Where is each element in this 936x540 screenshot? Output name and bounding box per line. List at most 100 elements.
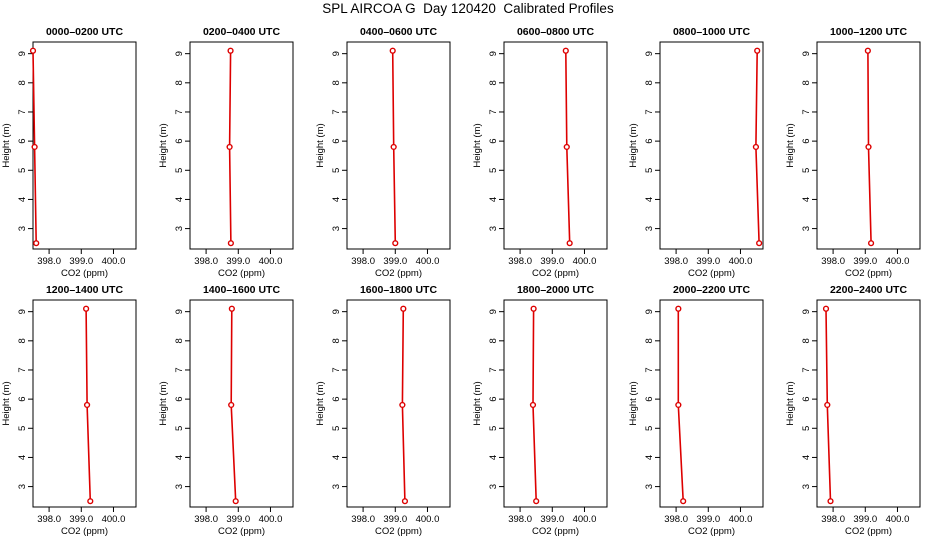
x-tick-label: 400.0	[416, 256, 440, 267]
x-tick-label: 398.0	[351, 256, 375, 267]
y-tick-label: 9	[174, 51, 185, 56]
plot-frame	[32, 299, 137, 508]
plot-frame	[189, 41, 294, 250]
panel-title: 1600–1800 UTC	[360, 284, 437, 296]
y-tick-label: 8	[17, 338, 28, 343]
y-tick-label: 9	[644, 51, 655, 56]
y-tick-label: 3	[644, 484, 655, 489]
y-tick-label: 3	[17, 226, 28, 231]
y-tick-label: 6	[17, 138, 28, 143]
data-point	[228, 305, 235, 312]
x-tick-label: 400.0	[102, 256, 126, 267]
data-point	[675, 305, 682, 312]
y-tick-label: 7	[331, 367, 342, 372]
data-point	[29, 47, 37, 54]
x-tick-label: 398.0	[664, 514, 688, 525]
x-tick-label: 398.0	[37, 514, 61, 525]
y-tick-label: 5	[488, 426, 499, 431]
data-point	[562, 47, 569, 54]
y-tick-label: 3	[488, 226, 499, 231]
data-point	[400, 305, 407, 312]
y-tick-label: 6	[331, 138, 342, 143]
y-tick-label: 5	[17, 168, 28, 173]
x-tick-label: 399.0	[696, 514, 720, 525]
y-tick-label: 4	[174, 455, 185, 460]
y-tick-label: 4	[488, 197, 499, 202]
y-tick-label: 4	[644, 455, 655, 460]
x-tick-label: 400.0	[573, 514, 597, 525]
y-axis-label: Height (m)	[1, 123, 12, 167]
data-point	[566, 240, 573, 247]
y-tick-label: 3	[488, 484, 499, 489]
y-tick-label: 6	[644, 396, 655, 401]
data-point	[227, 47, 234, 54]
y-tick-label: 7	[488, 109, 499, 114]
data-point	[533, 498, 540, 505]
data-point	[675, 401, 682, 409]
y-axis-label: Height (m)	[315, 123, 326, 167]
y-tick-label: 6	[488, 396, 499, 401]
x-axis-label: CO2 (ppm)	[688, 526, 735, 537]
y-tick-label: 7	[174, 109, 185, 114]
panel-title: 1400–1600 UTC	[203, 284, 280, 296]
y-tick-label: 9	[174, 309, 185, 314]
data-point	[31, 143, 38, 151]
y-tick-label: 4	[17, 197, 28, 202]
y-axis-label: Height (m)	[1, 381, 12, 425]
y-tick-label: 5	[331, 426, 342, 431]
x-tick-label: 398.0	[664, 256, 688, 267]
y-tick-label: 4	[644, 197, 655, 202]
panel-title: 0400–0600 UTC	[360, 26, 437, 38]
plot-frame	[503, 41, 608, 250]
y-tick-label: 9	[801, 51, 812, 56]
x-axis-label: CO2 (ppm)	[61, 526, 108, 537]
y-tick-label: 8	[331, 80, 342, 85]
y-axis-label: Height (m)	[628, 123, 639, 167]
data-point	[752, 143, 760, 151]
data-point	[756, 240, 763, 247]
y-tick-label: 9	[17, 51, 28, 56]
data-point	[822, 305, 830, 312]
x-tick-label: 399.0	[853, 256, 877, 267]
y-tick-label: 8	[801, 80, 812, 85]
x-tick-label: 399.0	[226, 256, 250, 267]
plot-frame	[503, 299, 608, 508]
y-tick-label: 6	[17, 396, 28, 401]
y-axis-label: Height (m)	[785, 123, 796, 167]
data-point	[228, 401, 235, 409]
figure-title: SPL AIRCOA G Day 120420 Calibrated Profi…	[322, 1, 614, 16]
plot-frame	[659, 41, 764, 250]
y-tick-label: 9	[644, 309, 655, 314]
y-axis-label: Height (m)	[158, 123, 169, 167]
x-axis-label: CO2 (ppm)	[218, 268, 265, 279]
x-tick-label: 398.0	[821, 256, 845, 267]
y-tick-label: 5	[174, 168, 185, 173]
x-tick-label: 399.0	[853, 514, 877, 525]
y-tick-label: 8	[17, 80, 28, 85]
y-tick-label: 5	[17, 426, 28, 431]
x-tick-label: 400.0	[102, 514, 126, 525]
x-axis-label: CO2 (ppm)	[845, 526, 892, 537]
y-tick-label: 6	[644, 138, 655, 143]
y-tick-label: 4	[17, 455, 28, 460]
y-tick-label: 5	[644, 168, 655, 173]
x-axis-label: CO2 (ppm)	[532, 268, 579, 279]
y-tick-label: 6	[174, 396, 185, 401]
x-tick-label: 400.0	[729, 256, 753, 267]
x-tick-label: 399.0	[69, 256, 93, 267]
y-tick-label: 7	[174, 367, 185, 372]
y-tick-label: 7	[801, 367, 812, 372]
data-point	[83, 401, 91, 409]
x-tick-label: 398.0	[821, 514, 845, 525]
y-tick-label: 9	[488, 51, 499, 56]
y-tick-label: 7	[17, 109, 28, 114]
